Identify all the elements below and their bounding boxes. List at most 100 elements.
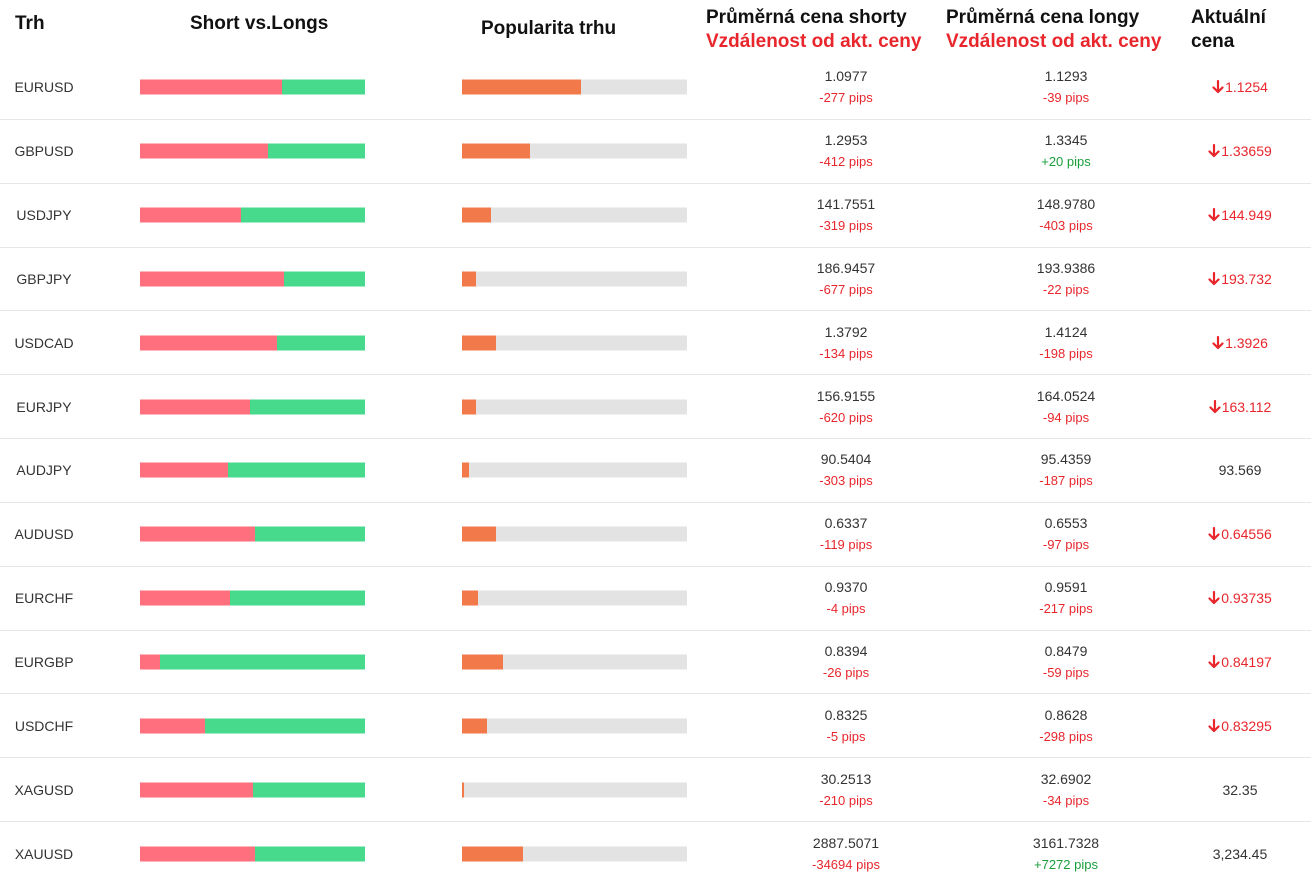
current-price-value: 3,234.45 (1212, 846, 1268, 863)
avg-long-cell: 32.6902 -34 pips (966, 768, 1166, 812)
arrow-down-icon (1208, 527, 1220, 541)
market-symbol[interactable]: USDCAD (14, 334, 74, 351)
popularity-fill (462, 143, 530, 159)
table-row[interactable]: EURGBP 0.8394 -26 pips 0.8479 -59 pips 0.8419… (0, 631, 1311, 695)
table-row[interactable]: EURJPY 156.9155 -620 pips 164.0524 -94 pips 1… (0, 375, 1311, 440)
popularity-bar (462, 143, 687, 159)
avg-short-cell: 1.0977 -277 pips (746, 65, 946, 109)
current-price: 1.3926 (1160, 335, 1311, 351)
current-price: 144.949 (1160, 207, 1311, 223)
short-segment (140, 399, 251, 415)
avg-short-price: 141.7551 (816, 196, 876, 213)
header-current-price[interactable]: Aktuální cena (1191, 6, 1266, 54)
avg-short-distance: -319 pips (819, 218, 873, 234)
current-price: 0.64556 (1160, 526, 1311, 542)
short-long-bar (140, 143, 365, 159)
table-row[interactable]: AUDUSD 0.6337 -119 pips 0.6553 -97 pips 0.645… (0, 503, 1311, 567)
market-symbol[interactable]: XAGUSD (14, 781, 74, 798)
table-row[interactable]: USDCAD 1.3792 -134 pips 1.4124 -198 pips 1.39… (0, 311, 1311, 376)
popularity-bar (462, 462, 687, 478)
table-row[interactable]: EURCHF 0.9370 -4 pips 0.9591 -217 pips 0.9373… (0, 567, 1311, 631)
current-price-value: 144.949 (1221, 207, 1272, 224)
avg-short-cell: 1.3792 -134 pips (746, 321, 946, 365)
table-row[interactable]: GBPJPY 186.9457 -677 pips 193.9386 -22 pips 1… (0, 248, 1311, 312)
short-segment (140, 335, 278, 351)
avg-long-price: 1.1293 (1044, 68, 1088, 85)
avg-long-distance: -94 pips (1042, 409, 1090, 425)
header-avg-long[interactable]: Průměrná cena longy Vzdálenost od akt. c… (946, 6, 1161, 54)
current-price: 93.569 (1160, 462, 1311, 478)
market-symbol[interactable]: GBPJPY (16, 270, 72, 287)
avg-short-cell: 156.9155 -620 pips (746, 385, 946, 429)
table-row[interactable]: AUDJPY 90.5404 -303 pips 95.4359 -187 pips 93… (0, 439, 1311, 503)
header-popularity[interactable]: Popularita trhu (481, 18, 617, 39)
popularity-fill (462, 654, 503, 670)
avg-short-distance: -119 pips (819, 537, 873, 553)
header-short-vs-long[interactable]: Short vs.Longs (190, 13, 329, 34)
market-symbol[interactable]: EURUSD (14, 79, 74, 96)
current-price-value: 0.83295 (1221, 717, 1272, 734)
header-avg-short[interactable]: Průměrná cena shorty Vzdálenost od akt. … (706, 6, 921, 54)
avg-short-price: 0.9370 (824, 579, 868, 596)
short-long-bar (140, 207, 365, 223)
header-avg-short-subtitle: Vzdálenost od akt. ceny (706, 31, 922, 52)
short-long-bar (140, 590, 365, 606)
table-header: Trh Short vs.Longs Popularita trhu Průmě… (0, 0, 1311, 56)
market-symbol[interactable]: EURJPY (16, 398, 72, 415)
avg-short-distance: -34694 pips (812, 857, 880, 873)
popularity-bar (462, 782, 687, 798)
current-price: 1.33659 (1160, 143, 1311, 159)
current-price-value: 163.112 (1221, 398, 1272, 415)
header-market[interactable]: Trh (15, 13, 45, 34)
avg-short-price: 1.3792 (824, 323, 868, 340)
market-symbol[interactable]: EURGBP (14, 654, 74, 671)
popularity-bar (462, 271, 687, 287)
avg-short-price: 1.0977 (824, 68, 868, 85)
table-row[interactable]: USDJPY 141.7551 -319 pips 148.9780 -403 pips… (0, 184, 1311, 248)
table-row[interactable]: USDCHF 0.8325 -5 pips 0.8628 -298 pips 0.8329… (0, 694, 1311, 759)
market-symbol[interactable]: USDCHF (14, 717, 74, 734)
table-row[interactable]: XAUUSD 2887.5071 -34694 pips 3161.7328 +7272… (0, 822, 1311, 886)
avg-long-distance: -59 pips (1042, 665, 1090, 681)
short-long-bar (140, 271, 365, 287)
short-long-bar (140, 79, 365, 95)
arrow-down-icon (1208, 655, 1220, 669)
avg-short-cell: 1.2953 -412 pips (746, 129, 946, 173)
current-price: 3,234.45 (1160, 846, 1311, 862)
avg-short-cell: 0.9370 -4 pips (746, 576, 946, 620)
header-avg-long-title: Průměrná cena longy (946, 7, 1140, 28)
avg-long-price: 193.9386 (1036, 259, 1096, 276)
current-price-value: 0.64556 (1221, 526, 1272, 543)
popularity-fill (462, 526, 496, 542)
short-segment (140, 462, 228, 478)
avg-long-price: 148.9780 (1036, 196, 1096, 213)
market-symbol[interactable]: AUDJPY (16, 462, 72, 479)
avg-long-cell: 0.6553 -97 pips (966, 512, 1166, 556)
market-symbol[interactable]: XAUUSD (14, 846, 74, 863)
avg-long-price: 0.9591 (1044, 579, 1088, 596)
avg-long-distance: -34 pips (1042, 792, 1090, 808)
market-symbol[interactable]: AUDUSD (14, 526, 74, 543)
popularity-fill (462, 846, 523, 862)
table-row[interactable]: EURUSD 1.0977 -277 pips 1.1293 -39 pips 1.125… (0, 56, 1311, 120)
avg-short-cell: 0.6337 -119 pips (746, 512, 946, 556)
avg-long-price: 0.8479 (1044, 643, 1088, 660)
avg-long-cell: 193.9386 -22 pips (966, 257, 1166, 301)
market-symbol[interactable]: USDJPY (16, 207, 72, 224)
avg-short-price: 0.6337 (824, 515, 868, 532)
popularity-fill (462, 335, 496, 351)
current-price: 193.732 (1160, 271, 1311, 287)
popularity-bar (462, 526, 687, 542)
popularity-bar (462, 590, 687, 606)
avg-long-cell: 95.4359 -187 pips (966, 448, 1166, 492)
table-row[interactable]: GBPUSD 1.2953 -412 pips 1.3345 +20 pips 1.336… (0, 120, 1311, 184)
market-symbol[interactable]: GBPUSD (14, 143, 74, 160)
market-symbol[interactable]: EURCHF (14, 590, 74, 607)
current-price: 163.112 (1160, 399, 1311, 415)
avg-short-price: 90.5404 (820, 451, 872, 468)
avg-long-distance: +20 pips (1041, 154, 1091, 170)
avg-short-cell: 186.9457 -677 pips (746, 257, 946, 301)
short-segment (140, 526, 255, 542)
table-row[interactable]: XAGUSD 30.2513 -210 pips 32.6902 -34 pips 32.… (0, 758, 1311, 823)
avg-long-cell: 148.9780 -403 pips (966, 193, 1166, 237)
